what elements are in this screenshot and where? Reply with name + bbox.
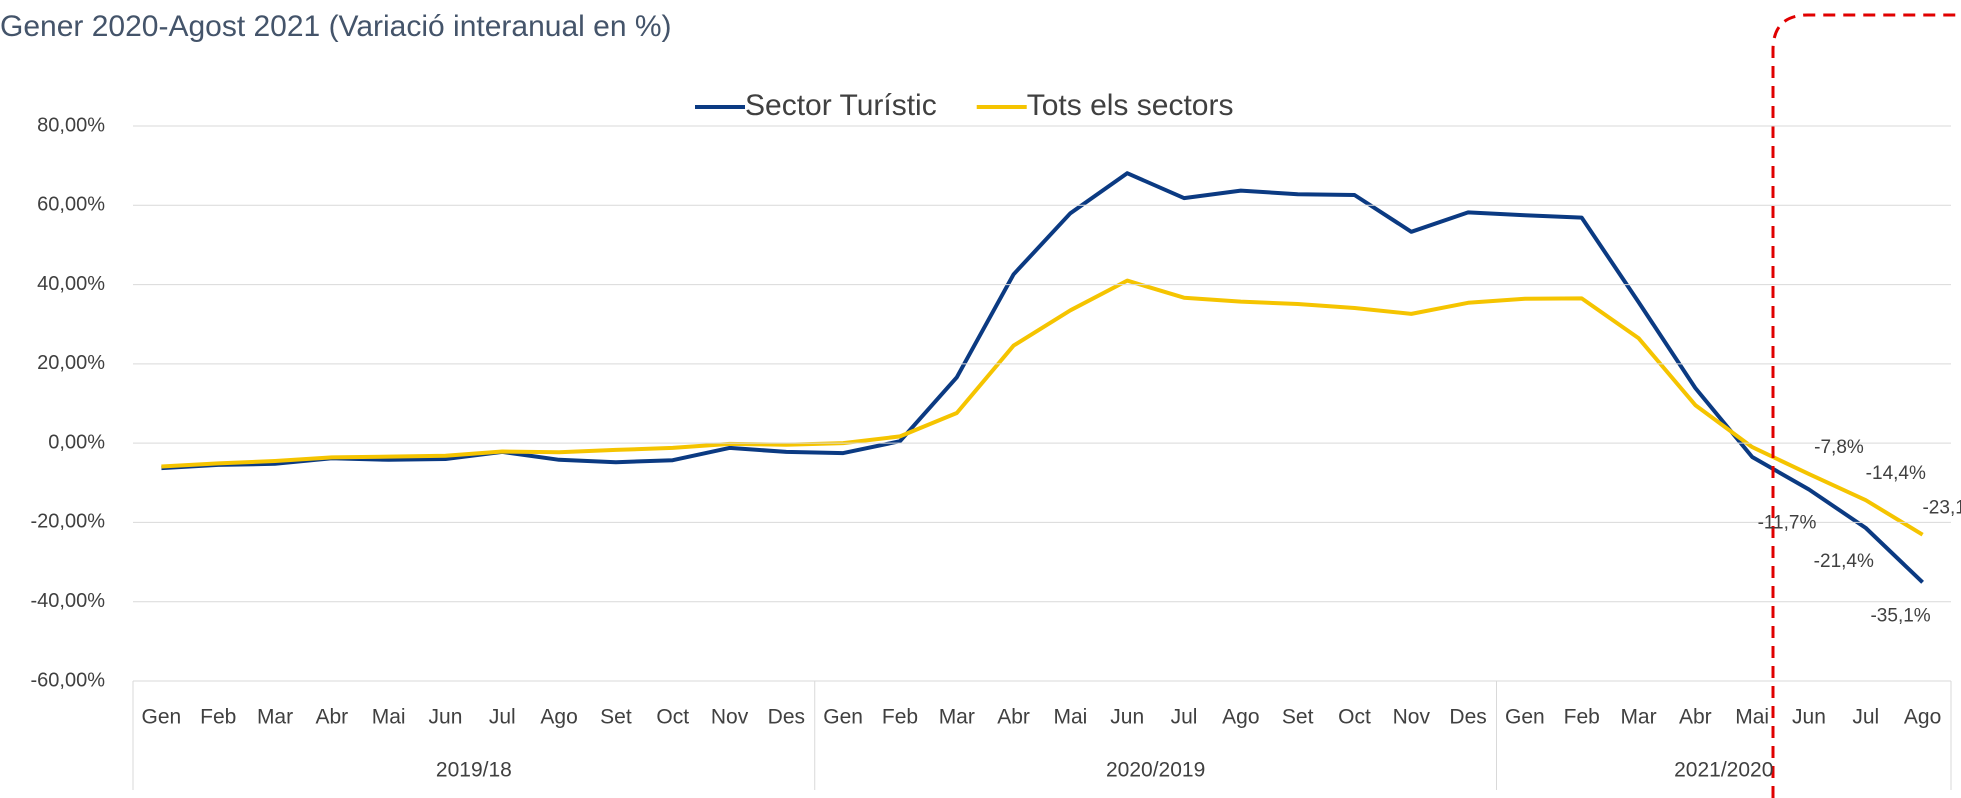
x-tick-label: Ago [540,706,577,729]
x-tick-label: Abr [1679,706,1712,729]
x-tick-label: Oct [656,706,689,729]
x-tick-label: Oct [1338,706,1371,729]
group-label: 2020/2019 [1106,759,1205,782]
data-label: -23,1% [1922,498,1961,519]
x-tick-label: Des [1449,706,1486,729]
x-tick-label: Ago [1904,706,1941,729]
chart-title: Gener 2020-Agost 2021 (Variació interanu… [0,10,672,43]
x-tick-label: Des [768,706,805,729]
x-tick-label: Mar [1620,706,1656,729]
data-label: -7,8% [1814,437,1864,458]
x-tick-label: Nov [711,706,749,729]
x-tick-label: Abr [997,706,1030,729]
x-tick-label: Abr [316,706,349,729]
highlight-box [1771,13,1961,798]
x-tick-label: Feb [882,706,918,729]
y-tick-label: 20,00% [37,352,105,374]
x-tick-label: Nov [1393,706,1431,729]
x-tick-label: Gen [142,706,182,729]
y-tick-label: 0,00% [48,431,105,453]
x-tick-label: Gen [1505,706,1545,729]
data-label: -21,4% [1814,551,1874,572]
x-tick-label: Set [600,706,632,729]
x-tick-label: Mar [939,706,975,729]
y-tick-label: 60,00% [37,194,105,216]
legend-label: Sector Turístic [745,89,937,122]
x-tick-label: Mai [372,706,406,729]
x-tick-label: Mai [1735,706,1769,729]
x-tick-label: Feb [200,706,236,729]
x-tick-label: Gen [823,706,863,729]
x-tick-label: Mar [257,706,293,729]
x-tick-label: Jun [1110,706,1144,729]
data-label: -35,1% [1870,605,1930,626]
data-label: -11,7% [1758,513,1817,534]
x-tick-label: Jul [489,706,516,729]
x-tick-label: Jun [1792,706,1826,729]
group-label: 2021/2020 [1674,759,1773,782]
group-label: 2019/18 [436,759,512,782]
x-tick-label: Mai [1053,706,1087,729]
x-tick-label: Jul [1171,706,1198,729]
series-line [161,171,1924,584]
data-label: -14,4% [1866,463,1926,484]
y-tick-label: -60,00% [31,669,106,691]
x-tick-label: Ago [1222,706,1259,729]
legend-label: Tots els sectors [1027,89,1234,122]
y-tick-label: -40,00% [31,590,106,612]
x-tick-label: Feb [1564,706,1600,729]
y-tick-label: 80,00% [37,114,105,136]
series-line [161,278,1924,537]
x-tick-label: Jun [429,706,463,729]
x-tick-label: Set [1282,706,1314,729]
y-tick-label: -20,00% [31,511,106,533]
x-tick-label: Jul [1852,706,1879,729]
y-tick-label: 40,00% [37,273,105,295]
